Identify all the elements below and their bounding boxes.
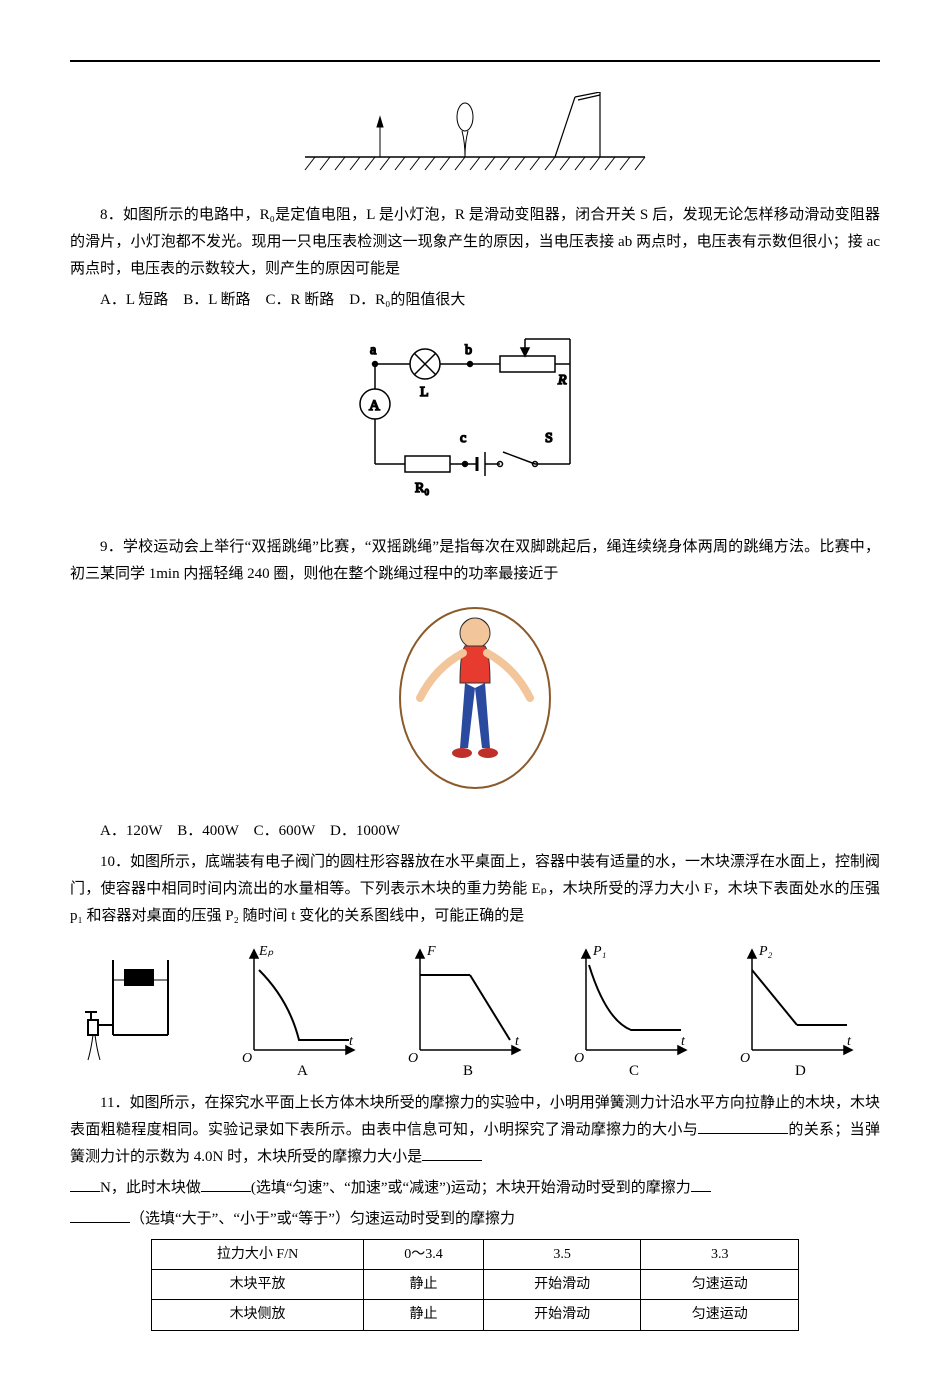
cell: 开始滑动 <box>483 1270 641 1300</box>
q11-t3: N，此时木块做 <box>100 1180 201 1196</box>
cell: 拉力大小 F/N <box>152 1240 364 1270</box>
q11-t5: （选填“大于”、“小于”或“等于”）匀速运动时受到的摩擦力 <box>130 1211 515 1227</box>
cell: 静止 <box>364 1270 484 1300</box>
svg-text:O: O <box>242 1051 252 1066</box>
q9-text: 9．学校运动会上举行“双摇跳绳”比赛，“双摇跳绳”是指每次在双脚跳起后，绳连续绕… <box>70 534 880 588</box>
svg-text:A: A <box>369 398 380 414</box>
q11-text-cont2: （选填“大于”、“小于”或“等于”）匀速运动时受到的摩擦力 <box>70 1206 880 1233</box>
svg-text:Eₚ: Eₚ <box>258 944 274 959</box>
q9-options: A．120W B．400W C．600W D．1000W <box>70 818 880 845</box>
q11-table: 拉力大小 F/N 0～3.4 3.5 3.3 木块平放 静止 开始滑动 匀速运动… <box>151 1239 799 1331</box>
cell: 3.5 <box>483 1240 641 1270</box>
q11-text-cont: N，此时木块做 (选填“匀速”、“加速”或“减速”)运动；木块开始滑动时受到的摩擦… <box>70 1175 880 1202</box>
svg-text:O: O <box>574 1051 584 1066</box>
svg-text:t: t <box>681 1034 686 1049</box>
q11-t4: (选填“匀速”、“加速”或“减速”)运动；木块开始滑动时受到的摩擦力 <box>251 1180 691 1196</box>
svg-text:A: A <box>297 1063 308 1079</box>
svg-text:D: D <box>795 1063 806 1079</box>
svg-text:L: L <box>420 385 429 400</box>
q10-graphs: Eₚ t O A F t O B P₁ t O C <box>70 940 880 1080</box>
q8-circuit: a L b R S c R₀ <box>70 324 880 524</box>
q11-text: 11．如图所示，在探究水平面上长方体木块所受的摩擦力的实验中，小明用弹簧测力计沿… <box>70 1090 880 1171</box>
svg-text:t: t <box>847 1034 852 1049</box>
q7-figure <box>70 92 880 192</box>
svg-text:P₁: P₁ <box>592 944 606 959</box>
cell: 0～3.4 <box>364 1240 484 1270</box>
table-row: 木块侧放 静止 开始滑动 匀速运动 <box>152 1300 799 1330</box>
q8-text: 8．如图所示的电路中，R₀是定值电阻，L 是小灯泡，R 是滑动变阻器，闭合开关 … <box>70 202 880 283</box>
cell: 木块平放 <box>152 1270 364 1300</box>
cell: 木块侧放 <box>152 1300 364 1330</box>
cell: 匀速运动 <box>641 1300 799 1330</box>
svg-text:F: F <box>426 944 436 959</box>
cell: 静止 <box>364 1300 484 1330</box>
cell: 开始滑动 <box>483 1300 641 1330</box>
svg-text:P₂: P₂ <box>758 944 773 959</box>
svg-text:O: O <box>408 1051 418 1066</box>
q10-text: 10．如图所示，底端装有电子阀门的圆柱形容器放在水平桌面上，容器中装有适量的水，… <box>70 849 880 930</box>
q8-options: A．L 短路 B．L 断路 C．R 断路 D．R₀的阻值很大 <box>70 287 880 314</box>
svg-text:O: O <box>740 1051 750 1066</box>
cell: 匀速运动 <box>641 1270 799 1300</box>
table-row: 拉力大小 F/N 0～3.4 3.5 3.3 <box>152 1240 799 1270</box>
q9-figure <box>70 598 880 808</box>
cell: 3.3 <box>641 1240 799 1270</box>
svg-text:B: B <box>463 1063 473 1079</box>
svg-text:t: t <box>349 1034 354 1049</box>
table-row: 木块平放 静止 开始滑动 匀速运动 <box>152 1270 799 1300</box>
svg-text:a: a <box>370 343 377 358</box>
svg-text:R₀: R₀ <box>415 481 429 496</box>
svg-text:C: C <box>629 1063 639 1079</box>
svg-text:R: R <box>557 373 567 388</box>
svg-text:S: S <box>545 431 553 446</box>
svg-text:t: t <box>515 1034 520 1049</box>
svg-text:c: c <box>460 431 466 446</box>
top-rule <box>70 60 880 62</box>
svg-text:b: b <box>465 343 472 358</box>
